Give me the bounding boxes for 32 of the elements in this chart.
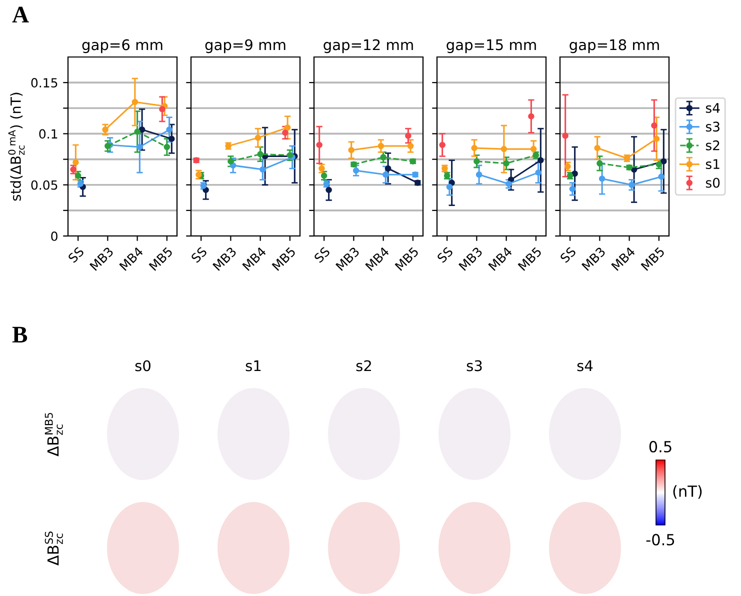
y-tick-label: 0	[51, 231, 58, 241]
chart-title: gap=18 mm	[570, 39, 659, 54]
chart-title: gap=15 mm	[446, 39, 536, 54]
legend-label: s1	[706, 159, 720, 170]
chart-title: gap=6 mm	[82, 39, 162, 54]
chart-title: gap=9 mm	[205, 39, 286, 54]
category-label: ΔB$^{MB5}$$_{zc}$	[44, 412, 63, 456]
text: A	[12, 6, 29, 22]
text: B	[12, 326, 28, 342]
legend-label: s0	[706, 178, 720, 188]
category-label: s0	[135, 360, 150, 372]
x-tick-label: SS	[190, 246, 208, 264]
text: 0.5	[649, 440, 672, 452]
category-label: s3	[466, 360, 482, 372]
y-tick-label: 0.1	[39, 129, 58, 139]
text: std(ΔB$^{0 mA}$$_{zc}$) (nT)	[8, 92, 25, 201]
y-tick-label: 0.05	[31, 180, 58, 190]
legend-label: s2	[706, 140, 720, 150]
category-label: ΔB$^{SS}$$_{zc}$	[44, 532, 63, 566]
color-bar-title: (nT)	[673, 485, 702, 499]
x-tick-label: SS	[436, 246, 454, 264]
chart-title: gap=12 mm	[324, 39, 413, 54]
x-tick-label: SS	[314, 246, 330, 264]
category-label: s4	[577, 360, 593, 372]
category-label: s1	[246, 360, 261, 372]
category-label: s2	[356, 360, 371, 372]
x-tick-label: SS	[68, 246, 84, 264]
y-tick-label: 0.15	[31, 78, 58, 88]
text: -0.5	[646, 534, 674, 546]
x-tick-label: SS	[560, 246, 576, 264]
legend-label: s3	[706, 122, 720, 132]
legend-label: s4	[706, 103, 720, 113]
